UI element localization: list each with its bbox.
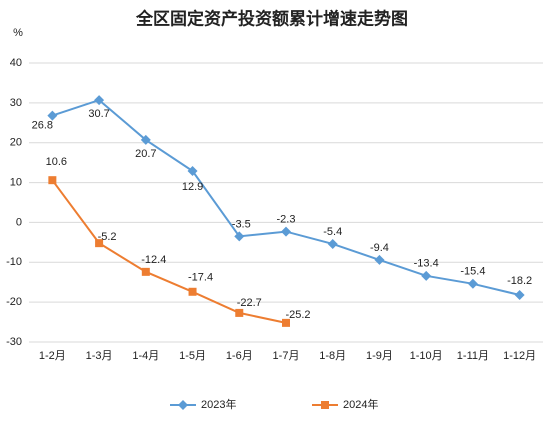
x-tick-label: 1-12月 — [503, 350, 536, 362]
y-tick-label: 30 — [10, 97, 22, 109]
data-label: -9.4 — [370, 242, 389, 254]
marker — [281, 226, 291, 237]
data-label: -2.3 — [277, 214, 296, 226]
x-tick-label: 1-3月 — [86, 350, 113, 362]
marker — [321, 401, 329, 409]
marker — [234, 231, 245, 242]
data-label: -13.4 — [414, 258, 439, 270]
data-label: -22.7 — [237, 297, 262, 309]
y-tick-label: -20 — [6, 296, 22, 308]
x-tick-label: 1-9月 — [366, 350, 393, 362]
data-label: -5.4 — [323, 226, 342, 238]
x-tick-label: 1-6月 — [226, 350, 253, 362]
y-tick-label: 0 — [16, 216, 22, 228]
data-label: -12.4 — [141, 254, 166, 266]
x-tick-label: 1-7月 — [273, 350, 300, 362]
series-line — [51, 179, 287, 324]
x-tick-label: 1-5月 — [179, 350, 206, 362]
y-tick-label: 40 — [10, 57, 22, 69]
x-tick-label: 1-11月 — [457, 350, 489, 362]
marker — [421, 270, 432, 281]
legend-label: 2024年 — [343, 397, 378, 411]
data-label: 12.9 — [182, 181, 203, 193]
x-tick-label: 1-2月 — [39, 350, 66, 362]
x-tick-label: 1-10月 — [410, 350, 443, 362]
series-line — [52, 98, 520, 296]
data-label: -3.5 — [232, 218, 251, 230]
marker — [187, 166, 198, 177]
data-label: 30.7 — [88, 108, 109, 120]
y-tick-label: -10 — [6, 256, 22, 268]
marker — [467, 278, 478, 289]
marker — [188, 287, 197, 296]
marker — [141, 267, 150, 276]
y-tick-label: -30 — [6, 336, 22, 348]
marker — [282, 318, 290, 327]
data-label: 26.8 — [32, 120, 53, 132]
data-label: -15.4 — [460, 266, 485, 278]
marker — [95, 239, 104, 248]
chart-title: 全区固定资产投资额累计增速走势图 — [135, 8, 408, 28]
data-label: -25.2 — [285, 309, 310, 321]
data-label: -17.4 — [188, 272, 213, 284]
y-tick-label: 10 — [10, 176, 22, 188]
marker — [140, 134, 151, 145]
legend-label: 2023年 — [201, 397, 236, 411]
data-label: -18.2 — [507, 275, 532, 287]
x-tick-label: 1-4月 — [132, 350, 159, 362]
marker — [327, 238, 338, 249]
marker — [514, 289, 525, 300]
marker — [48, 176, 57, 185]
x-tick-label: 1-8月 — [319, 350, 346, 362]
marker — [94, 95, 105, 106]
y-tick-label: 20 — [10, 137, 22, 149]
marker — [235, 308, 244, 317]
data-label: 20.7 — [135, 148, 156, 160]
marker — [47, 110, 58, 121]
data-label: 10.6 — [46, 156, 67, 168]
data-label: -5.2 — [98, 231, 117, 243]
y-axis-unit: % — [13, 27, 23, 39]
marker — [178, 400, 188, 410]
marker — [374, 254, 385, 265]
